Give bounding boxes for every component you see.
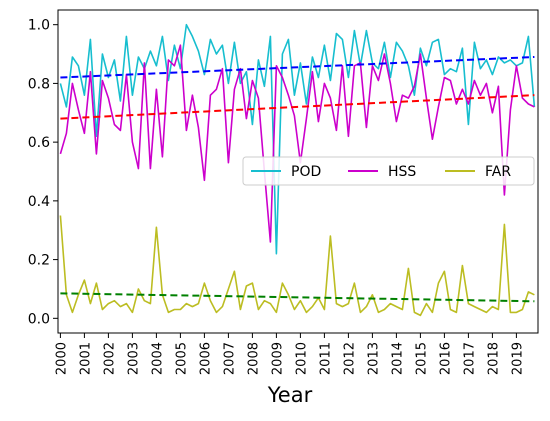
series-line-far — [59, 215, 535, 317]
x-tick-label: 2012 — [342, 342, 357, 375]
legend-label-pod: POD — [291, 164, 321, 180]
x-tick-label: 2011 — [318, 342, 333, 375]
axes-layer: 0.0 0.2 0.4 0.6 0.8 1.0 2000 2001 2002 2003 2004 20… — [28, 9, 539, 407]
x-tick-label: 2019 — [510, 342, 525, 375]
y-tick-label: 0.0 — [28, 311, 50, 327]
legend: POD HSS FAR — [242, 156, 535, 186]
x-tick-label: 2017 — [462, 342, 477, 375]
y-tick-label: 0.8 — [28, 76, 50, 92]
x-tick-label: 2010 — [294, 342, 309, 375]
series-layer — [59, 23, 536, 317]
legend-label-hss: HSS — [388, 164, 416, 180]
x-tick-label: 2016 — [438, 342, 453, 375]
x-tick-label: 2008 — [246, 342, 261, 375]
legend-label-far: FAR — [485, 164, 511, 180]
x-tick-label: 2005 — [174, 342, 189, 375]
x-tick-label: 2007 — [222, 342, 237, 375]
y-tick-label: 1.0 — [28, 18, 50, 34]
y-tick-label: 0.2 — [28, 253, 50, 269]
x-tick-label: 2001 — [78, 342, 93, 375]
x-tick-label: 2004 — [150, 342, 165, 375]
x-tick-label: 2014 — [390, 342, 405, 375]
x-tick-label: 2002 — [102, 342, 117, 375]
series-line-hss — [59, 44, 535, 243]
x-tick-label: 2018 — [486, 342, 501, 375]
y-tick-label: 0.4 — [28, 194, 50, 210]
trend-line-pod — [60, 55, 535, 79]
x-tick-label: 2009 — [270, 342, 285, 375]
trend-line-far — [60, 292, 535, 303]
x-tick-label: 2006 — [198, 342, 213, 375]
x-tick-label: 2003 — [126, 342, 141, 375]
x-axis-label: Year — [267, 383, 313, 407]
x-tick-label: 2000 — [54, 342, 69, 375]
trend-line-hss — [60, 94, 535, 120]
trend-lines-layer — [60, 55, 535, 303]
x-tick-label: 2015 — [414, 342, 429, 375]
legend-box — [242, 156, 535, 186]
x-tick-label: 2013 — [366, 342, 381, 375]
y-tick-label: 0.6 — [28, 135, 50, 151]
plot-frame — [57, 9, 539, 334]
series-line-pod — [59, 23, 536, 255]
